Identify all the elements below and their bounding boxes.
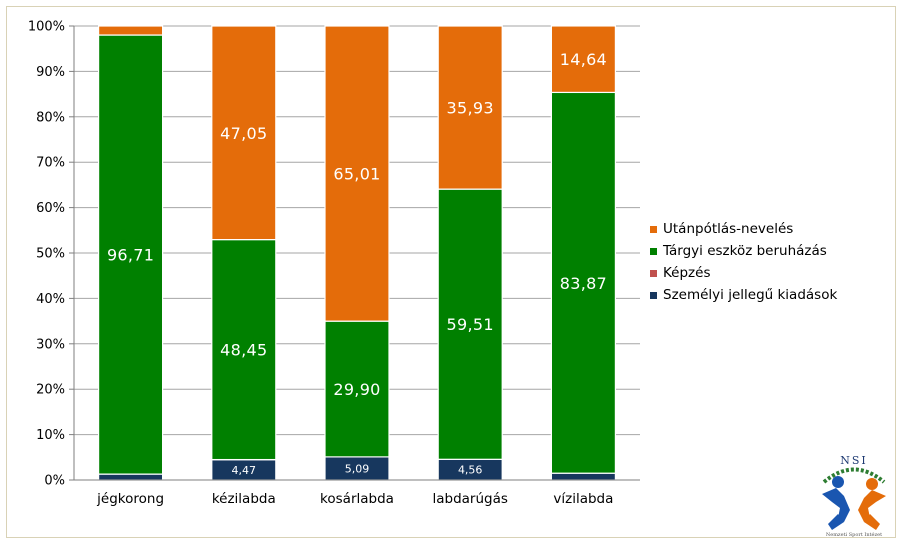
data-label: 4,47 bbox=[232, 464, 257, 477]
x-category-label: vízilabda bbox=[553, 491, 613, 507]
legend: Utánpótlás-nevelés Tárgyi eszköz beruházá… bbox=[650, 221, 837, 303]
y-tick-label: 10% bbox=[36, 428, 65, 443]
legend-swatch bbox=[650, 226, 657, 233]
bar-segment bbox=[324, 25, 390, 322]
y-tick-label: 0% bbox=[44, 474, 65, 489]
x-category-label: labdarúgás bbox=[432, 491, 507, 507]
bar-segment bbox=[437, 25, 503, 190]
legend-entry: Tárgyi eszköz beruházás bbox=[662, 243, 827, 259]
data-label: 47,05 bbox=[220, 124, 267, 143]
bars bbox=[97, 25, 617, 481]
bar-segment bbox=[97, 34, 164, 475]
y-tick-label: 30% bbox=[36, 337, 65, 352]
x-category-label: kosárlabda bbox=[320, 491, 394, 507]
logo-title: NSI bbox=[840, 454, 868, 467]
data-label: 83,87 bbox=[560, 274, 607, 293]
bar-segment bbox=[550, 25, 617, 94]
legend-swatch bbox=[650, 270, 657, 277]
axes: 0% 10% 20% 30% 40% 50% 60% 70% 80% 90% 100% jégkoro… bbox=[28, 20, 640, 507]
data-label: 48,45 bbox=[220, 341, 267, 360]
x-category-label: kézilabda bbox=[212, 491, 276, 507]
y-tick-label: 70% bbox=[36, 156, 65, 171]
bar-segment bbox=[437, 188, 503, 460]
legend-swatch bbox=[650, 248, 657, 255]
bar-segment bbox=[211, 25, 277, 241]
y-tick-label: 90% bbox=[36, 65, 65, 80]
legend-entry: Képzés bbox=[663, 265, 710, 281]
logo-caption: Nemzeti Sport Intézet bbox=[826, 531, 882, 538]
data-label: 4,56 bbox=[458, 464, 483, 477]
data-labels: 96,71 4,47 48,45 47,05 5,09 29,90 65,01 4,56 59,… bbox=[107, 50, 607, 477]
bar-segment bbox=[97, 25, 164, 36]
bar-segment bbox=[97, 473, 164, 481]
bar-segment bbox=[324, 320, 390, 458]
legend-entry: Személyi jellegű kiadások bbox=[663, 287, 837, 303]
y-tick-label: 80% bbox=[36, 110, 65, 125]
nsi-logo: NSI Nemzeti Sport Intézet bbox=[814, 452, 894, 538]
y-tick-label: 60% bbox=[36, 201, 65, 216]
x-category-label: jégkorong bbox=[96, 491, 164, 507]
data-label: 14,64 bbox=[560, 50, 607, 69]
nsi-logo-icon: NSI Nemzeti Sport Intézet bbox=[822, 454, 886, 538]
data-label: 59,51 bbox=[447, 315, 494, 334]
legend-entry: Utánpótlás-nevelés bbox=[663, 221, 793, 237]
bar-segment bbox=[550, 472, 617, 481]
legend-swatch bbox=[650, 292, 657, 299]
bar-segment bbox=[550, 91, 617, 474]
bar-segment bbox=[211, 239, 277, 461]
y-tick-label: 50% bbox=[36, 247, 65, 262]
data-label: 65,01 bbox=[333, 165, 380, 184]
y-tick-label: 40% bbox=[36, 292, 65, 307]
data-label: 5,09 bbox=[345, 462, 370, 475]
data-label: 35,93 bbox=[447, 99, 494, 118]
data-label: 96,71 bbox=[107, 246, 154, 265]
y-tick-label: 100% bbox=[28, 20, 65, 35]
data-label: 29,90 bbox=[333, 380, 380, 399]
y-tick-label: 20% bbox=[36, 383, 65, 398]
